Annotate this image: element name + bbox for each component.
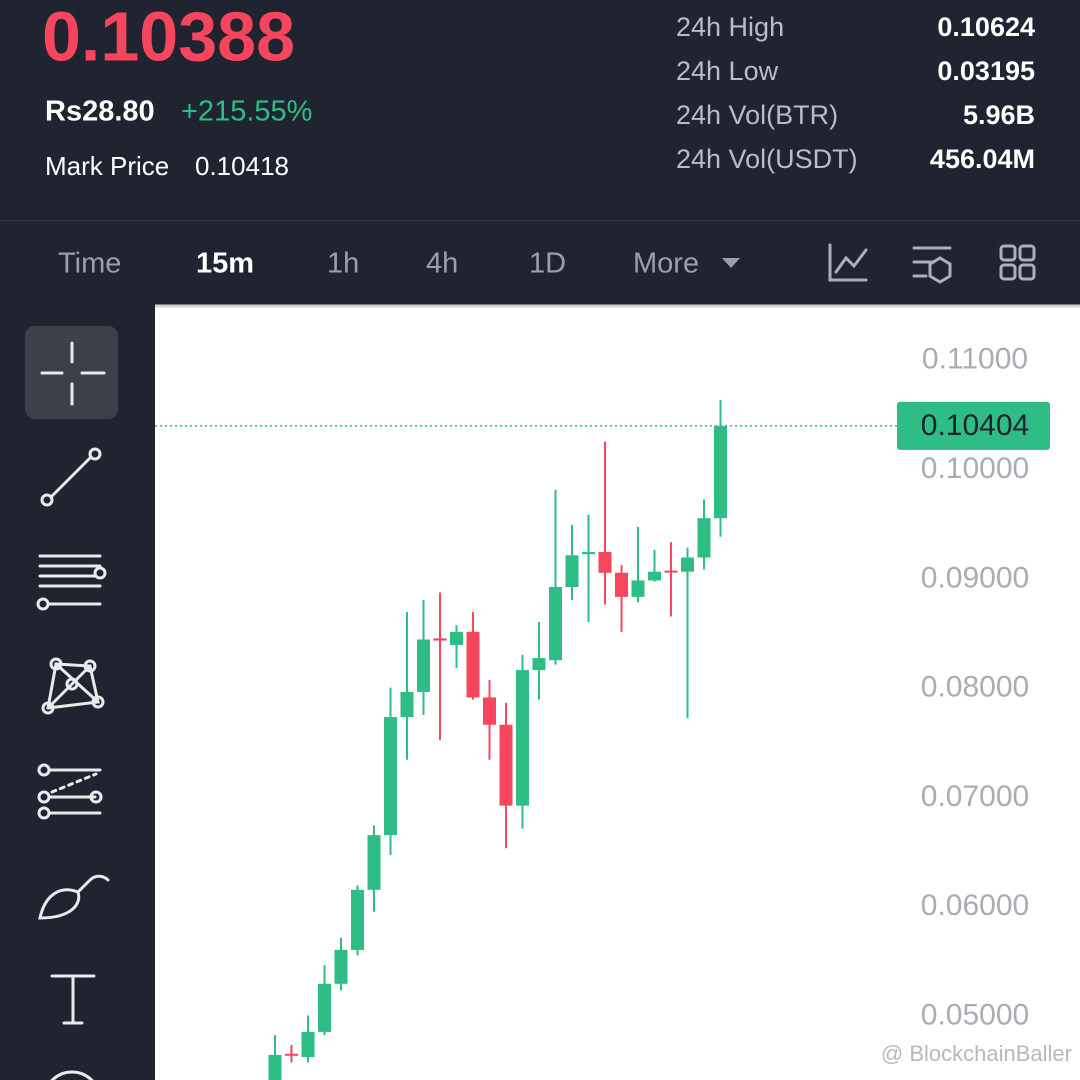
text-tool[interactable] [50, 974, 96, 1025]
candle-body [681, 557, 694, 572]
y-tick-label: 0.05000 [921, 999, 1029, 1032]
candle-body [268, 1054, 282, 1080]
line-tool[interactable] [40, 447, 102, 507]
candle-body [417, 639, 430, 692]
candle-body [334, 949, 348, 984]
y-tick-label: 0.11000 [922, 343, 1028, 376]
dropdown-arrow [722, 258, 740, 268]
candle-body [549, 587, 562, 661]
candle-body [318, 983, 331, 1032]
chart-type-icon[interactable] [828, 243, 868, 282]
fiat-price: Rs28.80 [45, 96, 155, 128]
timeframe-tab[interactable]: 15m [196, 248, 254, 280]
mark-price: 0.10418 [195, 151, 289, 181]
stat-label: 24h Low [676, 56, 779, 86]
candle-body [466, 631, 480, 698]
candle-body [532, 658, 546, 671]
last-price-box [897, 401, 1050, 450]
indicator-icon[interactable] [912, 246, 952, 284]
stat-label: 24h Vol(BTR) [676, 100, 838, 130]
fib-tool[interactable] [37, 763, 103, 820]
candle-body [565, 555, 579, 588]
stat-value: 0.10624 [937, 12, 1035, 42]
layout-icon[interactable] [999, 244, 1036, 281]
candle-body [664, 570, 678, 573]
candle-body [367, 835, 381, 890]
more-tool[interactable] [44, 1070, 100, 1080]
stat-label: 24h Vol(USDT) [676, 144, 858, 174]
candle-body [648, 571, 661, 581]
timeframe-tab[interactable]: More [633, 248, 699, 280]
candle-body [631, 580, 645, 597]
candle-body [285, 1053, 298, 1056]
last-price: 0.10388 [42, 0, 295, 75]
candle-body [516, 670, 529, 806]
candle-body [351, 889, 364, 950]
candle-body [301, 1031, 315, 1058]
candle-body [384, 717, 397, 836]
candle-body [433, 638, 447, 641]
stat-value: 0.03195 [937, 56, 1035, 86]
stat-value: 5.96B [963, 100, 1035, 130]
stat-label: 24h High [676, 12, 784, 42]
y-tick-label: 0.09000 [921, 561, 1029, 594]
stat-value: 456.04M [930, 144, 1035, 174]
crosshair-tool[interactable] [25, 326, 118, 419]
candle-body [697, 518, 711, 558]
y-tick-label: 0.06000 [921, 889, 1029, 922]
timeframe-tab[interactable]: 1D [529, 248, 566, 280]
brush-tool[interactable] [38, 874, 110, 920]
candle-body [582, 552, 595, 555]
y-tick-label: 0.07000 [921, 780, 1029, 813]
parallel-lines-tool[interactable] [36, 554, 107, 611]
y-tick-label: 0.10000 [921, 452, 1029, 485]
candle-body [450, 631, 463, 645]
timeframe-tab[interactable]: 1h [327, 248, 359, 280]
timeframe-tab[interactable]: Time [58, 248, 121, 280]
candle-body [714, 425, 727, 519]
timeframe-tab[interactable]: 4h [426, 248, 458, 280]
candle-body [598, 552, 612, 573]
y-tick-label: 0.08000 [921, 671, 1029, 704]
price-change: +215.55% [181, 96, 312, 128]
mark-price-label: Mark Price [45, 151, 169, 181]
last-price-label: 0.10404 [921, 409, 1029, 442]
pattern-tool[interactable] [41, 657, 105, 715]
candle-body [615, 572, 628, 597]
watermark: @ BlockchainBaller [881, 1041, 1072, 1066]
candle-body [400, 691, 414, 718]
candle-body [499, 724, 513, 806]
candle-body [483, 697, 496, 725]
